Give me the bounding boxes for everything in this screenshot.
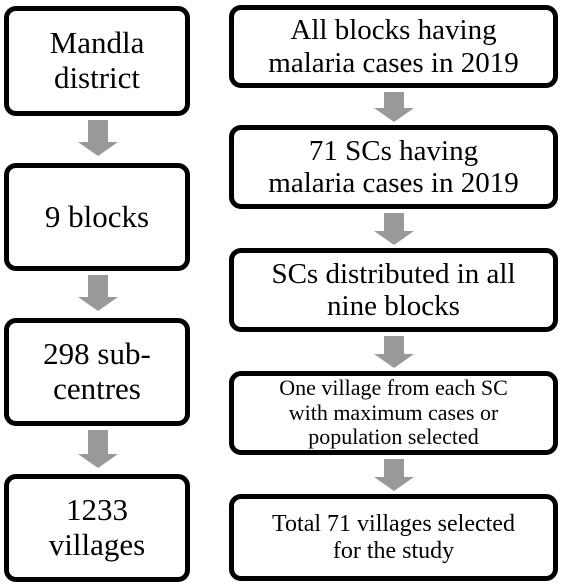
box-label: Mandla district	[49, 25, 145, 95]
box-label: 298 sub- centres	[43, 336, 151, 406]
down-arrow-icon	[374, 336, 414, 368]
box-all-blocks: All blocks having malaria cases in 2019	[229, 5, 558, 88]
box-71-scs: 71 SCs having malaria cases in 2019	[229, 125, 558, 209]
box-label: All blocks having malaria cases in 2019	[268, 14, 519, 79]
box-mandla-district: Mandla district	[4, 6, 190, 116]
box-scs-distributed: SCs distributed in all nine blocks	[229, 248, 558, 332]
box-label: SCs distributed in all nine blocks	[271, 257, 516, 322]
box-1233-villages: 1233 villages	[4, 474, 190, 582]
box-label: One village from each SC with maximum ca…	[279, 375, 508, 450]
down-arrow-icon	[374, 459, 414, 491]
box-298-sub-centres: 298 sub- centres	[4, 318, 190, 426]
down-arrow-icon	[374, 213, 414, 245]
box-label: 9 blocks	[44, 198, 150, 234]
down-arrow-icon	[78, 120, 118, 158]
box-label: Total 71 villages selected for the study	[272, 511, 515, 564]
box-total-71-villages: Total 71 villages selected for the study	[229, 494, 558, 581]
box-label: 71 SCs having malaria cases in 2019	[268, 134, 519, 199]
down-arrow-icon	[374, 92, 414, 122]
box-9-blocks: 9 blocks	[4, 163, 190, 271]
down-arrow-icon	[78, 275, 118, 313]
down-arrow-icon	[78, 430, 118, 470]
box-one-village: One village from each SC with maximum ca…	[229, 371, 558, 455]
box-label: 1233 villages	[48, 492, 146, 562]
